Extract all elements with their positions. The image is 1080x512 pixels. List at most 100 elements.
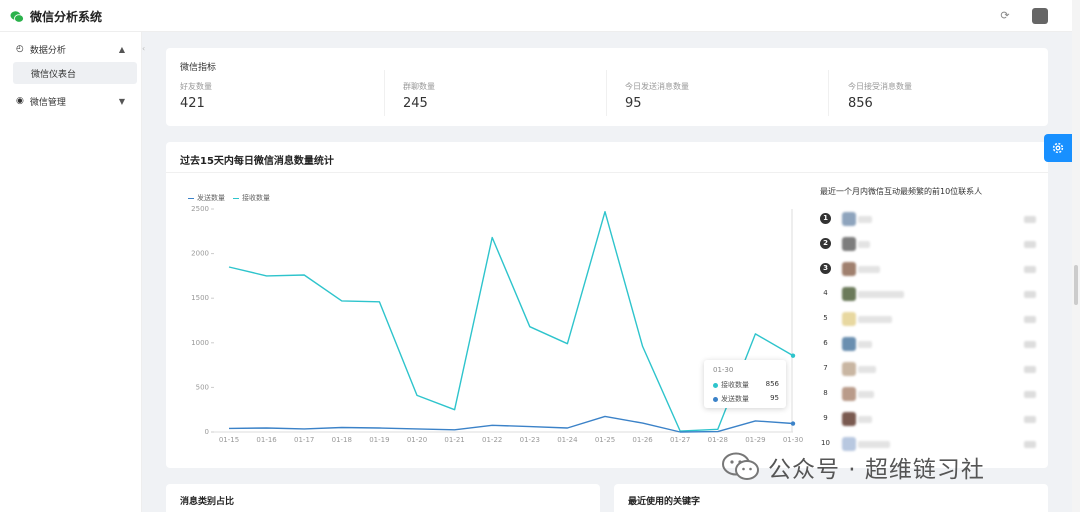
x-tick-label: 01-16: [256, 436, 277, 444]
stat-sent-today: 今日发送消息数量 95: [625, 81, 825, 111]
contact-count-blurred: [1024, 341, 1036, 348]
sidebar-item-wechat-dashboard[interactable]: 微信仪表台: [13, 62, 137, 84]
message-chart-card: 过去15天内每日微信消息数量统计 发送数量 接收数量 0 500 1000 1500 2…: [166, 142, 1048, 468]
brand[interactable]: 微信分析系统: [10, 8, 102, 25]
wechat-icon: ◉: [16, 96, 24, 106]
contact-row[interactable]: 1: [820, 212, 1036, 226]
series-point[interactable]: [790, 353, 796, 358]
chart-tooltip: 01-30 接收数量 856 发送数量 95: [704, 360, 786, 408]
tooltip-value: 95: [770, 394, 779, 402]
contact-rank: 3: [820, 263, 831, 274]
tooltip-label: 发送数量: [721, 395, 749, 403]
keywords-card: 最近使用的关键字: [614, 484, 1048, 512]
contact-count-blurred: [1024, 291, 1036, 298]
contact-rank: 4: [823, 289, 828, 297]
settings-button[interactable]: [1044, 134, 1072, 162]
sidebar-item-label: 微信仪表台: [31, 69, 77, 80]
contact-count-blurred: [1024, 441, 1036, 448]
stat-label: 今日接受消息数量: [848, 82, 912, 91]
contacts-title: 最近一个月内微信互动最频繁的前10位联系人: [820, 187, 983, 196]
legend-item-sent[interactable]: 发送数量: [188, 193, 225, 203]
sidebar: ◴ 数据分析 ▲ 微信仪表台 ◉ 微信管理 ▼: [0, 32, 142, 512]
x-tick-label: 01-28: [708, 436, 728, 444]
contact-name-blurred: [858, 416, 872, 423]
legend-label: 接收数量: [242, 194, 270, 202]
contact-rank: 10: [821, 439, 830, 447]
collapse-sidebar-icon[interactable]: ‹: [142, 44, 146, 53]
x-tick-label: 01-20: [407, 436, 427, 444]
contact-row[interactable]: 4: [820, 287, 1036, 301]
y-tick-label: 0: [205, 428, 209, 436]
x-tick-label: 01-27: [670, 436, 690, 444]
contact-avatar: [842, 362, 856, 376]
stat-value: 95: [625, 96, 642, 111]
contact-row[interactable]: 5: [820, 312, 1036, 326]
contact-row[interactable]: 8: [820, 387, 1036, 401]
user-avatar[interactable]: [1032, 8, 1048, 24]
stat-label: 好友数量: [180, 82, 212, 91]
y-tick-label: 1500: [191, 294, 209, 302]
scrollbar-thumb[interactable]: [1074, 265, 1078, 305]
card-title: 消息类别占比: [180, 497, 235, 507]
divider: [828, 70, 829, 116]
legend-item-received[interactable]: 接收数量: [233, 193, 270, 203]
stat-value: 421: [180, 96, 205, 111]
wechat-logo-icon: [722, 452, 759, 480]
contact-row[interactable]: 10: [820, 437, 1036, 451]
stat-label: 群聊数量: [403, 82, 435, 91]
sidebar-item-data-analysis[interactable]: ◴ 数据分析 ▲: [0, 36, 141, 62]
sidebar-item-label: 数据分析: [29, 45, 66, 56]
x-tick-label: 01-18: [332, 436, 352, 444]
legend-label: 发送数量: [197, 194, 225, 202]
contact-count-blurred: [1024, 391, 1036, 398]
series-line-sent[interactable]: [228, 415, 794, 433]
contact-avatar: [842, 237, 856, 251]
contact-avatar: [842, 262, 856, 276]
contact-name-blurred: [858, 216, 872, 223]
sidebar-item-wechat-management[interactable]: ◉ 微信管理 ▼: [0, 88, 141, 114]
y-tick-label: 500: [196, 383, 209, 391]
stat-value: 245: [403, 96, 428, 111]
card-title: 最近使用的关键字: [628, 497, 701, 507]
contact-count-blurred: [1024, 241, 1036, 248]
contact-row[interactable]: 2: [820, 237, 1036, 251]
contact-count-blurred: [1024, 316, 1036, 323]
line-chart[interactable]: 0 500 1000 1500 2000 2500 01-15 01-16 01-17 01-18…: [166, 142, 806, 468]
chevron-down-icon: ▼: [118, 96, 125, 106]
y-tick-label: 2500: [191, 205, 209, 213]
contact-count-blurred: [1024, 266, 1036, 273]
stats-title: 微信指标: [180, 63, 217, 73]
x-tick-label: 01-15: [219, 436, 239, 444]
x-tick-label: 01-19: [369, 436, 389, 444]
message-category-card: 消息类别占比: [166, 484, 600, 512]
x-tick-label: 01-22: [482, 436, 502, 444]
contact-avatar: [842, 337, 856, 351]
scrollbar[interactable]: [1072, 0, 1080, 512]
contact-row[interactable]: 6: [820, 337, 1036, 351]
contact-name-blurred: [858, 316, 892, 323]
series-line-received[interactable]: [228, 210, 794, 432]
contact-row[interactable]: 9: [820, 412, 1036, 426]
contact-avatar: [842, 387, 856, 401]
contact-rank: 5: [823, 314, 828, 322]
stats-card: 微信指标 好友数量 421 群聊数量 245 今日发送消息数量 95 今日接受消…: [166, 48, 1048, 126]
x-tick-label: 01-24: [557, 436, 578, 444]
gear-icon: [1052, 142, 1064, 154]
refresh-icon[interactable]: ⟳: [1000, 9, 1010, 22]
contact-row[interactable]: 3: [820, 262, 1036, 276]
y-tick-label: 1000: [191, 339, 209, 347]
x-tick-label: 01-29: [745, 436, 765, 444]
divider: [606, 70, 607, 116]
tooltip-label: 接收数量: [721, 381, 749, 389]
contact-rank: 1: [820, 213, 831, 224]
chart-legend: 发送数量 接收数量: [188, 193, 270, 203]
contact-row[interactable]: 7: [820, 362, 1036, 376]
contact-rank: 8: [823, 389, 828, 397]
x-tick-label: 01-30: [783, 436, 803, 444]
stat-received-today: 今日接受消息数量 856: [848, 81, 1048, 111]
tooltip-row-sent: 发送数量 95: [713, 394, 779, 404]
watermark: 公众号 · 超维链习社: [722, 450, 985, 484]
contact-rank: 2: [820, 238, 831, 249]
series-point[interactable]: [790, 421, 796, 426]
tooltip-row-received: 接收数量 856: [713, 380, 779, 390]
